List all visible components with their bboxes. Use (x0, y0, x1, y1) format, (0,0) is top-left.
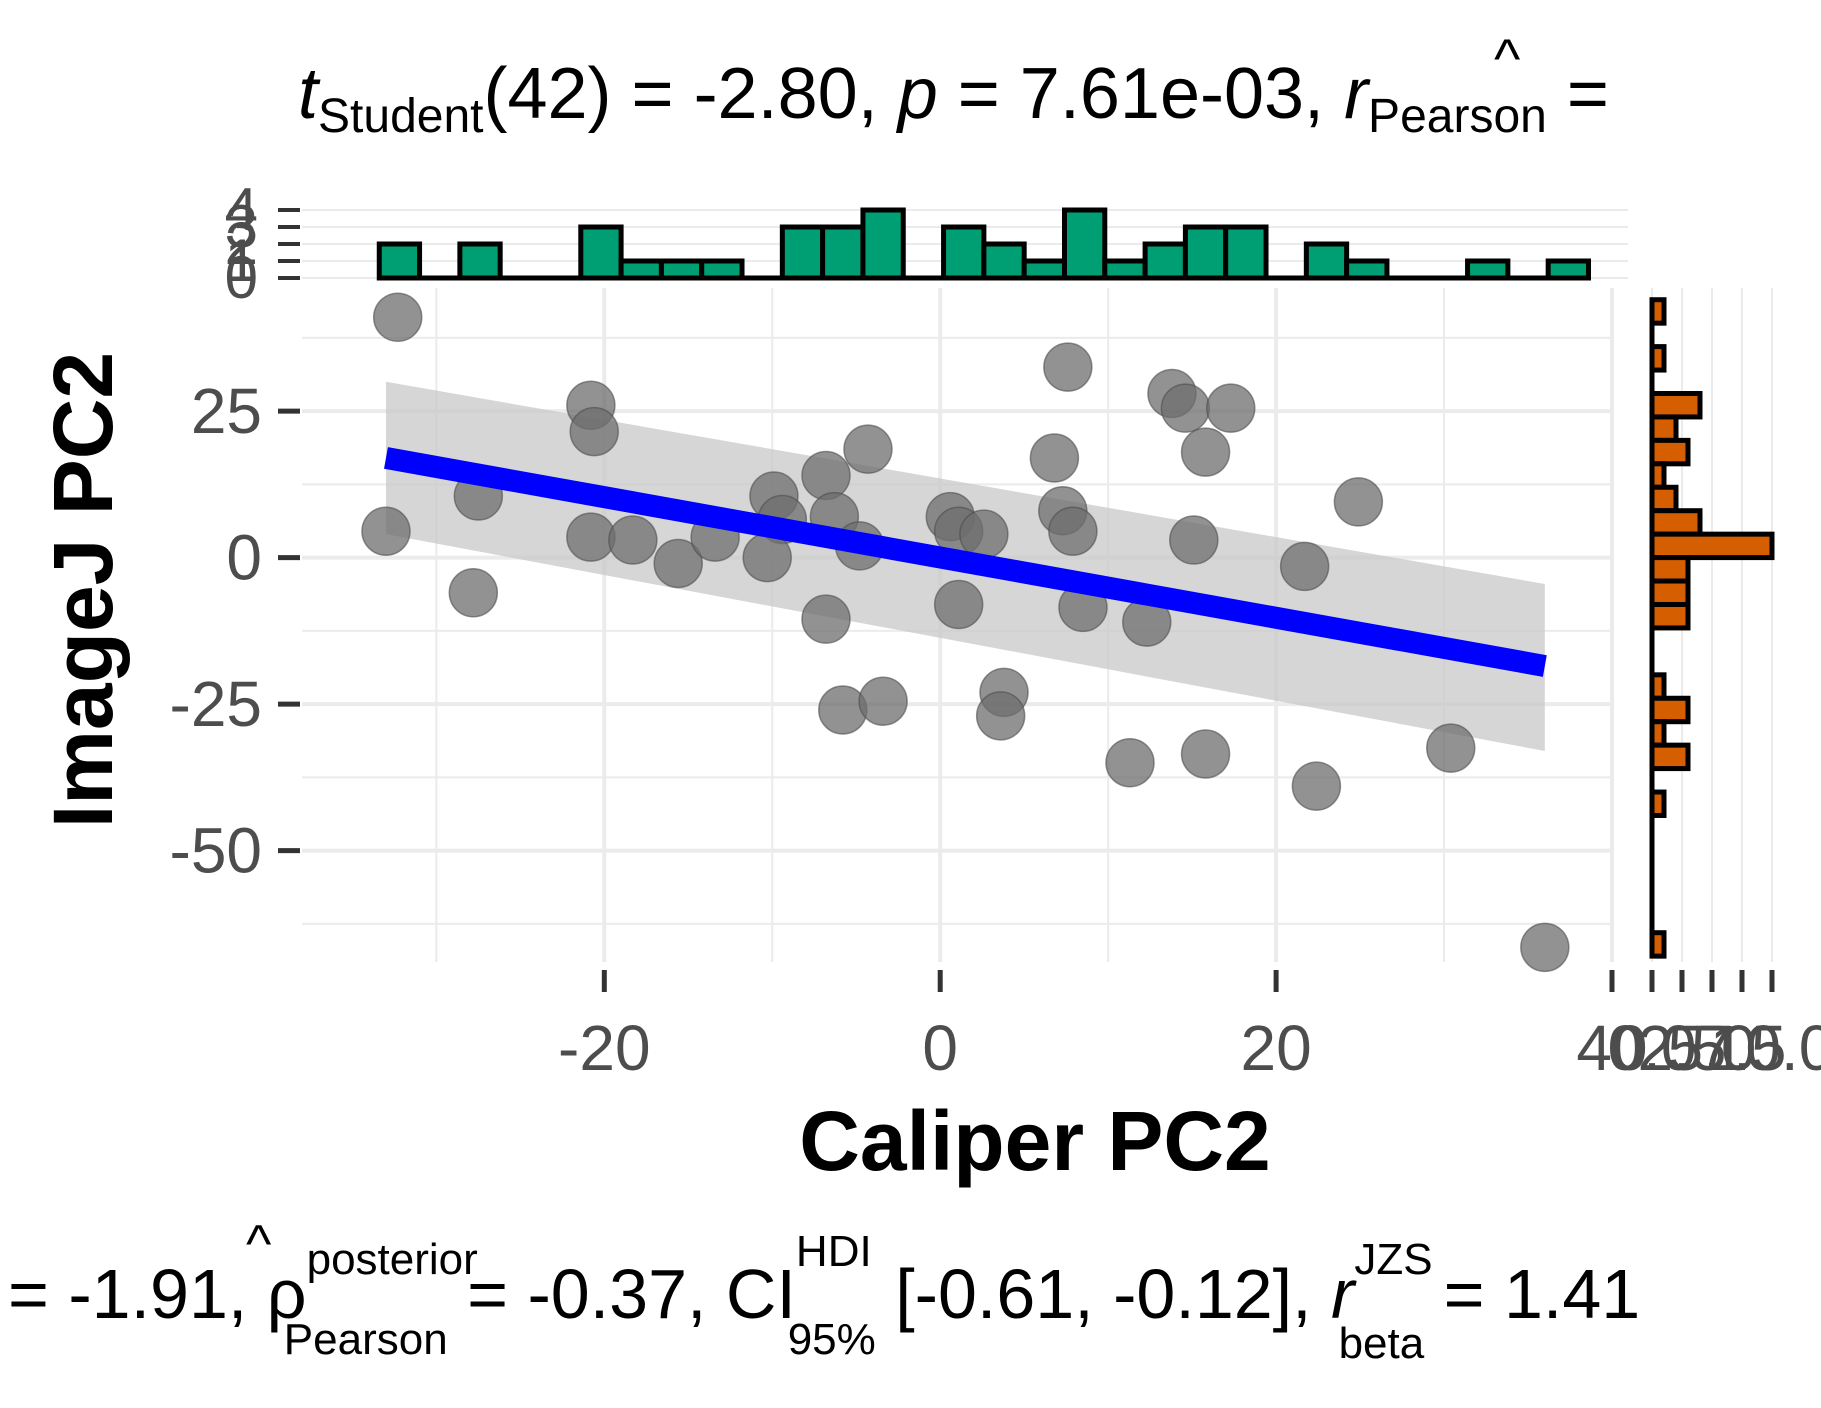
y-hist-tick-label: 0.0 (1608, 1012, 1697, 1084)
data-point (959, 509, 1009, 559)
title-hat: ^ (1494, 27, 1520, 90)
data-point (742, 532, 792, 583)
axes: -20 0 20 25 0 -25 -50 (170, 375, 1312, 1084)
data-point (448, 568, 499, 618)
y-hist-tick-label: 40 (1576, 1012, 1647, 1084)
data-point (566, 512, 616, 562)
data-point (1206, 383, 1256, 433)
data-point (818, 685, 868, 735)
y-hist-bar (1649, 578, 1691, 607)
y-hist-tick-label: 10.0 (1710, 1012, 1821, 1084)
x-hist-bar (1021, 258, 1067, 281)
y-tick-label: 0 (226, 522, 262, 594)
x-hist-bar (779, 224, 826, 281)
data-point (843, 424, 893, 474)
data-point (1291, 761, 1342, 811)
x-hist-bar (1142, 241, 1188, 281)
data-point (608, 515, 658, 565)
x-hist-bar (1465, 258, 1511, 281)
data-point (569, 406, 619, 457)
data-point (801, 594, 851, 644)
y-hist-tick-label: 2.5 (1638, 1012, 1727, 1084)
y-hist-tick-label: 5.0 (1668, 1012, 1757, 1084)
x-hist-bar (860, 207, 906, 281)
x-hist-bar (457, 241, 503, 281)
x-hist-bar (658, 258, 705, 281)
x-hist-tick-label: 2 (225, 210, 258, 277)
y-hist-bar (1649, 508, 1703, 537)
x-hist-bar (1182, 224, 1229, 281)
y-hist-bar (1649, 555, 1691, 584)
data-point (1520, 922, 1570, 973)
y-hist-tick-label: 7.5 (1698, 1012, 1787, 1084)
data-point (1333, 477, 1384, 527)
caption-hat: ^ (246, 1214, 272, 1274)
y-tick-label: -50 (170, 815, 263, 887)
x-hist-bar (1102, 258, 1148, 281)
data-point (858, 676, 908, 726)
data-point (1029, 433, 1080, 483)
y-hist-bar (1649, 742, 1691, 772)
data-point (361, 506, 411, 556)
x-hist-tick-label: 4 (225, 176, 258, 243)
y-marginal-histogram: 400.02.55.07.510.0 (1576, 288, 1821, 1084)
data-point (1169, 515, 1219, 565)
x-hist-bar (578, 224, 624, 281)
y-hist-bar (1649, 695, 1691, 725)
y-axis-title: ImageJ PC2 (36, 352, 130, 828)
x-hist-bar (618, 258, 664, 281)
y-tick-label: -25 (170, 668, 263, 740)
data-point (653, 538, 703, 589)
x-tick-label: 20 (1241, 1012, 1312, 1084)
x-hist-tick-label: 0 (225, 244, 258, 311)
y-hist-bar (1649, 531, 1775, 561)
x-tick-label: 0 (922, 1012, 958, 1084)
x-hist-bar (981, 241, 1027, 281)
x-hist-bar (1344, 258, 1390, 281)
x-hist-bar (941, 224, 987, 281)
x-hist-tick-label: 1 (225, 227, 258, 294)
data-point (933, 579, 984, 630)
x-axis-title: Caliper PC2 (799, 1094, 1271, 1188)
regression-line-layer (384, 447, 1547, 677)
y-hist-bar (1649, 484, 1679, 514)
y-tick-label: 25 (191, 375, 262, 447)
y-hist-bar (1649, 414, 1679, 443)
chart-title: tStudent(42) = -2.80, p = 7.61e-03, rPea… (298, 54, 1609, 143)
scatter-points (361, 292, 1570, 973)
x-hist-bar (820, 224, 866, 281)
regression-line (384, 447, 1547, 677)
x-hist-tick-label: 3 (225, 193, 258, 260)
data-point (1048, 506, 1098, 556)
data-point (801, 450, 851, 501)
data-point (1426, 723, 1476, 773)
chart-caption: = -1.91, ρposterior Pearson = -0.37, CIHD… (8, 1227, 1640, 1368)
x-hist-bar (699, 258, 745, 281)
x-hist-bar (1223, 224, 1269, 281)
data-point (372, 292, 423, 343)
data-point (1180, 427, 1231, 477)
x-hist-bar (1545, 258, 1591, 281)
y-hist-bar (1649, 437, 1691, 467)
data-point (1160, 383, 1211, 433)
x-tick-label: -20 (558, 1012, 651, 1084)
x-hist-bar (1061, 207, 1108, 281)
y-hist-bar (1649, 390, 1703, 420)
data-point (1180, 729, 1231, 779)
data-point (975, 691, 1026, 741)
data-point (1279, 541, 1330, 592)
data-point (1043, 342, 1093, 392)
x-hist-bar (376, 241, 423, 281)
data-point (1105, 737, 1155, 788)
y-hist-bar (1649, 601, 1691, 631)
x-hist-bar (1303, 241, 1350, 281)
